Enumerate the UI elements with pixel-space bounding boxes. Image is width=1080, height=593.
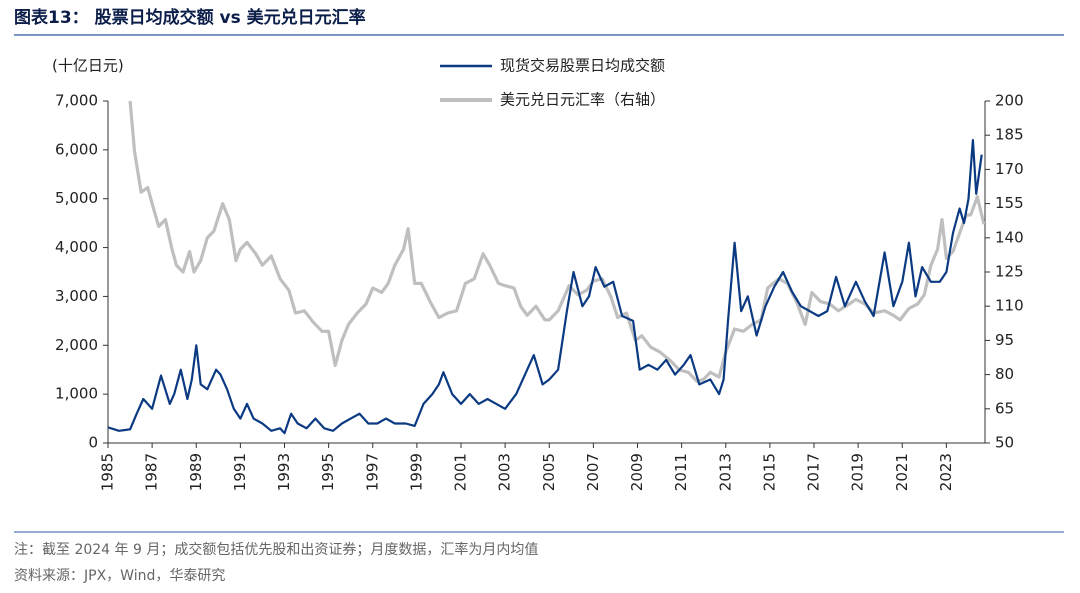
legend-label: 现货交易股票日均成交额 <box>500 57 665 75</box>
x-tick-label: 1989 <box>187 453 205 491</box>
y2-tick-label: 155 <box>995 194 1024 212</box>
y-tick-label: 6,000 <box>55 140 98 158</box>
chart-title: 图表13： 股票日均成交额 vs 美元兑日元汇率 <box>14 7 366 28</box>
source: 资料来源：JPX，Wind，华泰研究 <box>14 568 225 584</box>
y2-tick-label: 200 <box>995 92 1024 110</box>
series-line <box>108 139 983 435</box>
x-tick-label: 2003 <box>496 453 514 491</box>
x-tick-label: 1999 <box>407 453 425 491</box>
x-tick-label: 1997 <box>363 453 381 491</box>
y2-tick-label: 125 <box>995 263 1024 281</box>
y-tick-label: 7,000 <box>55 92 98 110</box>
x-tick-label: 2015 <box>760 453 778 491</box>
y-tick-label: 4,000 <box>55 238 98 256</box>
note: 注：截至 2024 年 9 月；成交额包括优先股和出资证券；月度数据，汇率为月内… <box>14 541 538 558</box>
x-tick-label: 2005 <box>540 453 558 491</box>
x-tick-label: 2017 <box>805 453 823 491</box>
y2-tick-label: 80 <box>995 365 1014 383</box>
x-tick-label: 1991 <box>231 453 249 491</box>
y2-tick-label: 65 <box>995 399 1014 417</box>
x-tick-label: 1995 <box>319 453 337 491</box>
x-tick-label: 2019 <box>849 453 867 491</box>
x-tick-label: 2009 <box>628 453 646 491</box>
x-tick-label: 2021 <box>893 453 911 491</box>
y2-tick-label: 140 <box>995 228 1024 246</box>
y-tick-label: 2,000 <box>55 336 98 354</box>
y-tick-label: 0 <box>88 434 98 452</box>
x-tick-label: 2013 <box>716 453 734 491</box>
x-tick-label: 1987 <box>143 453 161 491</box>
x-tick-label: 2023 <box>937 453 955 491</box>
y-tick-label: 5,000 <box>55 189 98 207</box>
legend-label: 美元兑日元汇率（右轴） <box>500 91 665 109</box>
x-tick-label: 1985 <box>99 453 117 491</box>
series-line <box>128 100 985 383</box>
y2-tick-label: 95 <box>995 331 1014 349</box>
y2-tick-label: 170 <box>995 160 1024 178</box>
x-tick-label: 1993 <box>275 453 293 491</box>
y2-tick-label: 50 <box>995 434 1014 452</box>
x-tick-label: 2007 <box>584 453 602 491</box>
y2-tick-label: 185 <box>995 126 1024 144</box>
y-tick-label: 1,000 <box>55 385 98 403</box>
x-tick-label: 2001 <box>452 453 470 491</box>
y-axis-label: (十亿日元) <box>52 57 124 75</box>
y2-tick-label: 110 <box>995 297 1024 315</box>
y-tick-label: 3,000 <box>55 287 98 305</box>
x-tick-label: 2011 <box>672 453 690 491</box>
